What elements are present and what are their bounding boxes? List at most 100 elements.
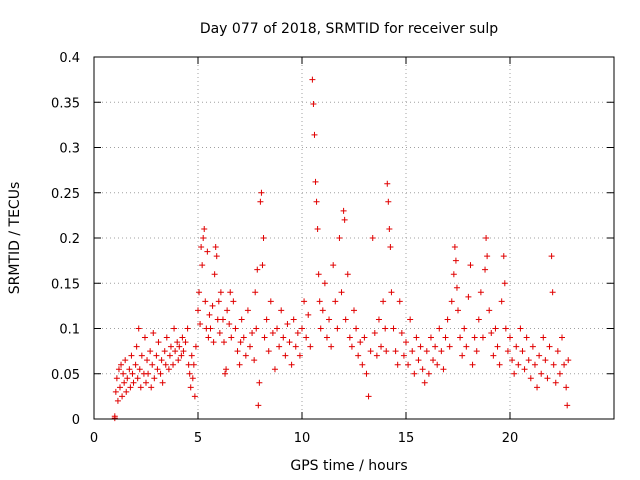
data-point bbox=[365, 393, 372, 400]
data-point bbox=[135, 325, 142, 332]
data-point bbox=[554, 348, 561, 355]
data-point bbox=[483, 235, 490, 241]
data-point bbox=[237, 339, 244, 346]
data-point bbox=[504, 348, 511, 355]
data-point bbox=[517, 325, 524, 332]
data-point bbox=[538, 370, 545, 377]
data-point bbox=[564, 402, 571, 409]
data-point bbox=[527, 375, 534, 382]
data-point bbox=[145, 370, 152, 377]
data-point bbox=[284, 320, 291, 327]
data-point bbox=[387, 244, 394, 251]
x-tick-label: 5 bbox=[194, 431, 202, 446]
data-point bbox=[187, 384, 194, 391]
data-point bbox=[357, 339, 364, 346]
data-point bbox=[211, 271, 218, 278]
data-point bbox=[197, 320, 204, 327]
data-point bbox=[432, 343, 439, 350]
data-point bbox=[129, 370, 136, 377]
data-point bbox=[117, 384, 123, 391]
data-point bbox=[149, 361, 156, 368]
data-point bbox=[563, 384, 570, 391]
data-point bbox=[515, 361, 522, 368]
data-point bbox=[155, 339, 162, 346]
data-point bbox=[260, 235, 267, 241]
data-point bbox=[369, 235, 376, 241]
data-point bbox=[312, 178, 319, 185]
data-point bbox=[434, 361, 441, 368]
data-point bbox=[191, 393, 198, 400]
data-point bbox=[492, 325, 499, 332]
y-tick-label: 0.4 bbox=[59, 51, 80, 66]
y-tick-label: 0.3 bbox=[59, 142, 80, 157]
data-point bbox=[529, 343, 536, 350]
data-point bbox=[380, 298, 387, 305]
data-point bbox=[130, 379, 137, 386]
data-point bbox=[158, 357, 165, 364]
data-point bbox=[423, 348, 430, 355]
data-point bbox=[127, 384, 134, 391]
data-point bbox=[307, 343, 314, 350]
data-point bbox=[463, 343, 470, 350]
data-point bbox=[269, 330, 276, 337]
data-point bbox=[174, 339, 181, 346]
data-point bbox=[274, 325, 281, 332]
data-point bbox=[230, 298, 237, 305]
data-point bbox=[278, 307, 285, 314]
chart-title: Day 077 of 2018, SRMTID for receiver sul… bbox=[200, 21, 498, 37]
data-point bbox=[240, 334, 247, 341]
data-point bbox=[351, 307, 357, 314]
data-point bbox=[137, 384, 144, 391]
data-point bbox=[334, 325, 341, 332]
data-point bbox=[244, 307, 251, 314]
data-point bbox=[147, 348, 154, 355]
data-point bbox=[234, 348, 241, 355]
data-point bbox=[450, 271, 457, 278]
data-point bbox=[136, 366, 143, 373]
data-point bbox=[383, 348, 390, 355]
data-point bbox=[265, 348, 272, 355]
data-point bbox=[484, 253, 491, 260]
data-point bbox=[407, 316, 414, 323]
data-point bbox=[419, 366, 426, 373]
data-point bbox=[390, 325, 397, 332]
data-point bbox=[263, 316, 270, 323]
data-point bbox=[311, 131, 318, 138]
data-point bbox=[227, 289, 234, 296]
data-point bbox=[473, 348, 480, 355]
data-point bbox=[215, 298, 222, 305]
data-point bbox=[207, 325, 214, 332]
data-point bbox=[120, 370, 127, 377]
data-point bbox=[190, 361, 197, 368]
data-point bbox=[236, 361, 243, 368]
data-point bbox=[115, 366, 122, 373]
data-point bbox=[346, 334, 353, 341]
data-point bbox=[157, 370, 164, 377]
data-point bbox=[496, 361, 503, 368]
data-point bbox=[509, 357, 516, 364]
data-point bbox=[299, 325, 305, 332]
data-point bbox=[258, 189, 265, 196]
data-point bbox=[488, 330, 495, 337]
data-point bbox=[348, 343, 355, 350]
data-point bbox=[186, 370, 193, 377]
data-point bbox=[222, 370, 229, 377]
data-point bbox=[413, 334, 420, 341]
data-point bbox=[249, 330, 256, 337]
data-point bbox=[411, 370, 418, 377]
data-point bbox=[330, 262, 337, 269]
data-point bbox=[199, 262, 206, 269]
data-point bbox=[548, 253, 555, 260]
data-point bbox=[232, 325, 239, 332]
data-point bbox=[565, 357, 572, 364]
data-point bbox=[141, 334, 148, 341]
data-point bbox=[359, 361, 366, 368]
data-point bbox=[442, 334, 449, 341]
data-point bbox=[313, 198, 320, 205]
data-point bbox=[317, 325, 324, 332]
data-point bbox=[271, 366, 278, 373]
data-point bbox=[479, 334, 486, 341]
data-point bbox=[465, 293, 472, 300]
data-point bbox=[540, 334, 547, 341]
data-point bbox=[167, 343, 174, 350]
